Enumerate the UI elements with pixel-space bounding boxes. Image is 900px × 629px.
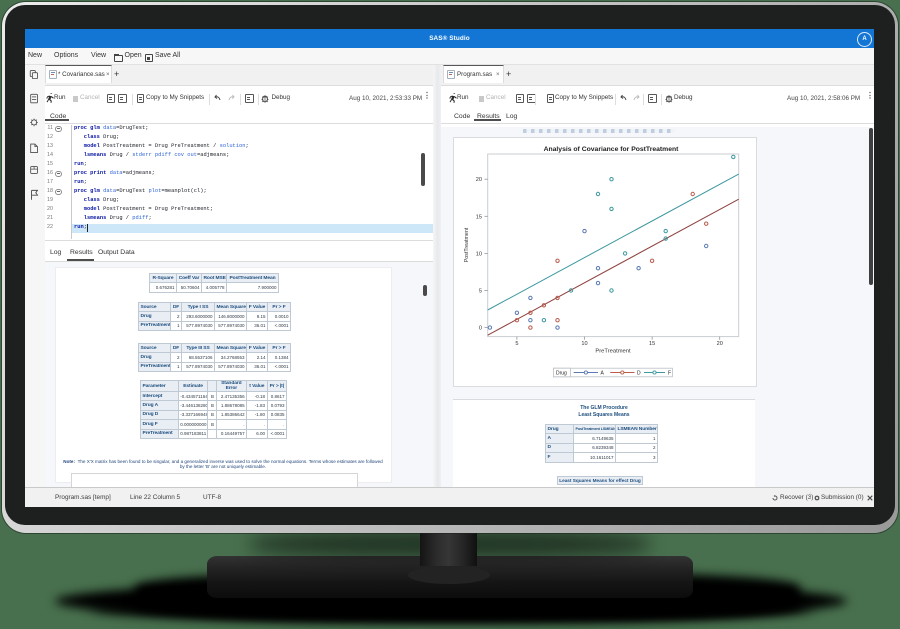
svg-text:Drug: Drug [556, 371, 567, 377]
svg-text:20: 20 [476, 177, 482, 183]
svg-text:10: 10 [476, 251, 482, 257]
svg-text:15: 15 [476, 214, 482, 220]
svg-text:15: 15 [649, 341, 655, 347]
svg-text:PostTreatment: PostTreatment [464, 227, 470, 262]
svg-text:F: F [668, 371, 671, 377]
svg-text:5: 5 [515, 341, 518, 347]
svg-text:10: 10 [581, 341, 587, 347]
svg-text:D: D [637, 371, 641, 377]
svg-text:A: A [601, 371, 605, 377]
svg-text:0: 0 [479, 326, 482, 332]
svg-text:Analysis of Covariance for Pos: Analysis of Covariance for PostTreatment [544, 146, 680, 153]
svg-text:20: 20 [717, 341, 723, 347]
svg-text:5: 5 [479, 289, 482, 295]
svg-text:PreTreatment: PreTreatment [595, 349, 631, 355]
